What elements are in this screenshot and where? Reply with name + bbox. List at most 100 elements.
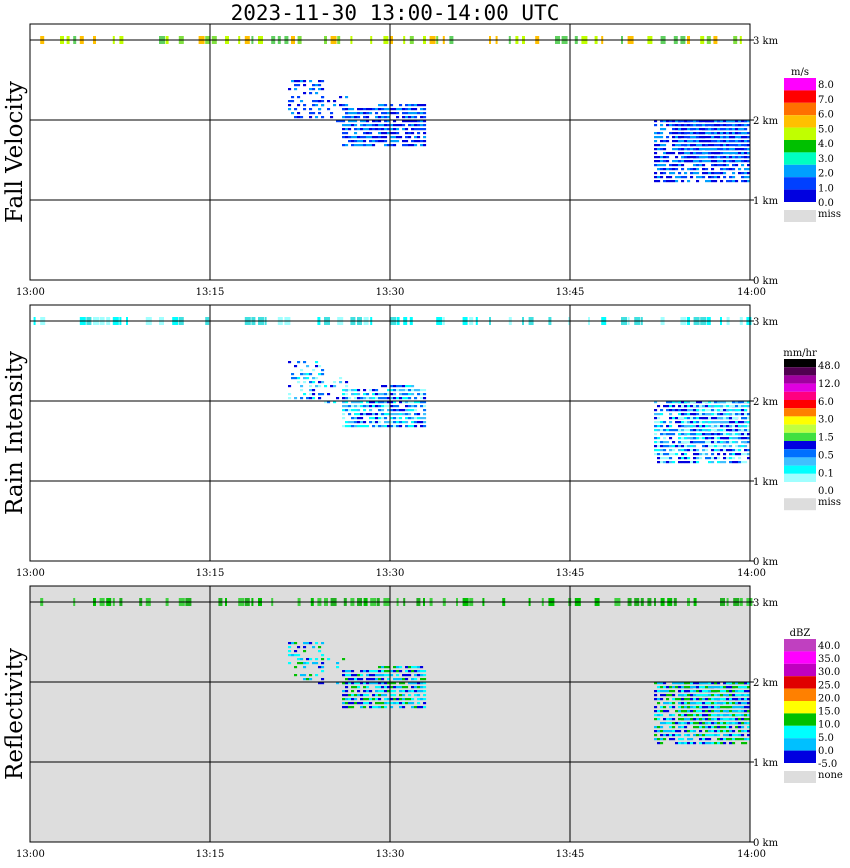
echo-cell	[354, 425, 358, 428]
echo-cell	[729, 433, 733, 436]
echo-cell	[678, 136, 682, 139]
echo-cell	[369, 417, 373, 420]
echo-cell	[690, 698, 694, 701]
echo-cell	[723, 152, 727, 155]
echo-cell	[411, 389, 415, 392]
echo-cell	[417, 132, 421, 135]
echo-cell	[708, 124, 712, 127]
echo-cell	[702, 706, 706, 709]
echo-cell	[672, 148, 676, 151]
legend-swatch	[784, 127, 816, 140]
legend-swatch	[784, 465, 816, 474]
echo-cell	[306, 373, 310, 376]
echo-cell	[747, 144, 751, 147]
echo-cell	[663, 437, 667, 440]
echo-cell	[390, 694, 394, 697]
echo-cell	[723, 425, 727, 428]
echo-cell	[402, 706, 406, 709]
echo-cell	[669, 120, 673, 123]
echo-cell	[690, 176, 694, 179]
echo-cell	[402, 413, 406, 416]
echo-cell	[711, 698, 715, 701]
echo-cell	[372, 405, 376, 408]
echo-cell	[300, 389, 304, 392]
echo-cell	[693, 132, 697, 135]
echo-cell	[738, 718, 742, 721]
echo-cell	[360, 702, 364, 705]
echo-cell	[717, 425, 721, 428]
echo-cell	[738, 457, 742, 460]
echo-cell	[672, 714, 676, 717]
echo-cell	[744, 160, 748, 163]
echo-cell	[393, 136, 397, 139]
echo-cell	[705, 124, 709, 127]
echo-cell	[741, 698, 745, 701]
echo-cell	[381, 690, 385, 693]
echo-cell	[396, 413, 400, 416]
echo-cell	[327, 401, 331, 404]
echo-cell	[687, 734, 691, 737]
echo-cell	[387, 690, 391, 693]
y-tick-label: 1 km	[753, 477, 779, 488]
echo-cell	[690, 738, 694, 741]
echo-cell	[411, 421, 415, 424]
echo-cell	[699, 417, 703, 420]
echo-cell	[660, 445, 664, 448]
echo-cell	[303, 650, 307, 653]
echo-cell	[747, 682, 751, 685]
echo-cell	[396, 686, 400, 689]
echo-cell	[699, 710, 703, 713]
echo-cell	[381, 702, 385, 705]
echo-cell	[669, 168, 673, 171]
legend-label: 0.0	[818, 746, 834, 757]
echo-cell	[693, 164, 697, 167]
echo-cell	[690, 148, 694, 151]
echo-cell	[357, 108, 361, 111]
echo-cell	[732, 702, 736, 705]
echo-cell	[366, 393, 370, 396]
echo-cell	[714, 124, 718, 127]
echo-cell	[687, 405, 691, 408]
echo-cell	[723, 156, 727, 159]
echo-cell	[369, 670, 373, 673]
echo-cell	[321, 393, 325, 396]
echo-cell	[735, 156, 739, 159]
echo-cell	[369, 409, 373, 412]
echo-cell	[672, 461, 676, 464]
echo-cell	[390, 405, 394, 408]
echo-cell	[729, 132, 733, 135]
echo-cell	[384, 405, 388, 408]
echo-cell	[702, 425, 706, 428]
echo-cell	[735, 445, 739, 448]
echo-cell	[390, 401, 394, 404]
x-tick-label: 13:00	[16, 568, 45, 579]
echo-cell	[696, 405, 700, 408]
echo-cell	[666, 140, 670, 143]
echo-cell	[723, 734, 727, 737]
echo-cell	[375, 136, 379, 139]
echo-cell	[714, 160, 718, 163]
echo-cell	[660, 738, 664, 741]
echo-cell	[681, 120, 685, 123]
echo-cell	[348, 112, 352, 115]
echo-cell	[393, 120, 397, 123]
echo-cell	[729, 694, 733, 697]
echo-cell	[744, 140, 748, 143]
echo-cell	[408, 104, 412, 107]
echo-cell	[681, 453, 685, 456]
echo-cell	[288, 650, 292, 653]
echo-cell	[663, 734, 667, 737]
echo-cell	[687, 449, 691, 452]
echo-cell	[735, 429, 739, 432]
echo-cell	[393, 393, 397, 396]
echo-cell	[744, 690, 748, 693]
echo-cell	[354, 393, 358, 396]
echo-cell	[669, 433, 673, 436]
echo-cell	[660, 698, 664, 701]
echo-cell	[423, 417, 427, 420]
echo-cell	[288, 662, 292, 665]
echo-cell	[705, 441, 709, 444]
echo-cell	[297, 96, 301, 99]
echo-cell	[678, 425, 682, 428]
echo-cell	[669, 718, 673, 721]
